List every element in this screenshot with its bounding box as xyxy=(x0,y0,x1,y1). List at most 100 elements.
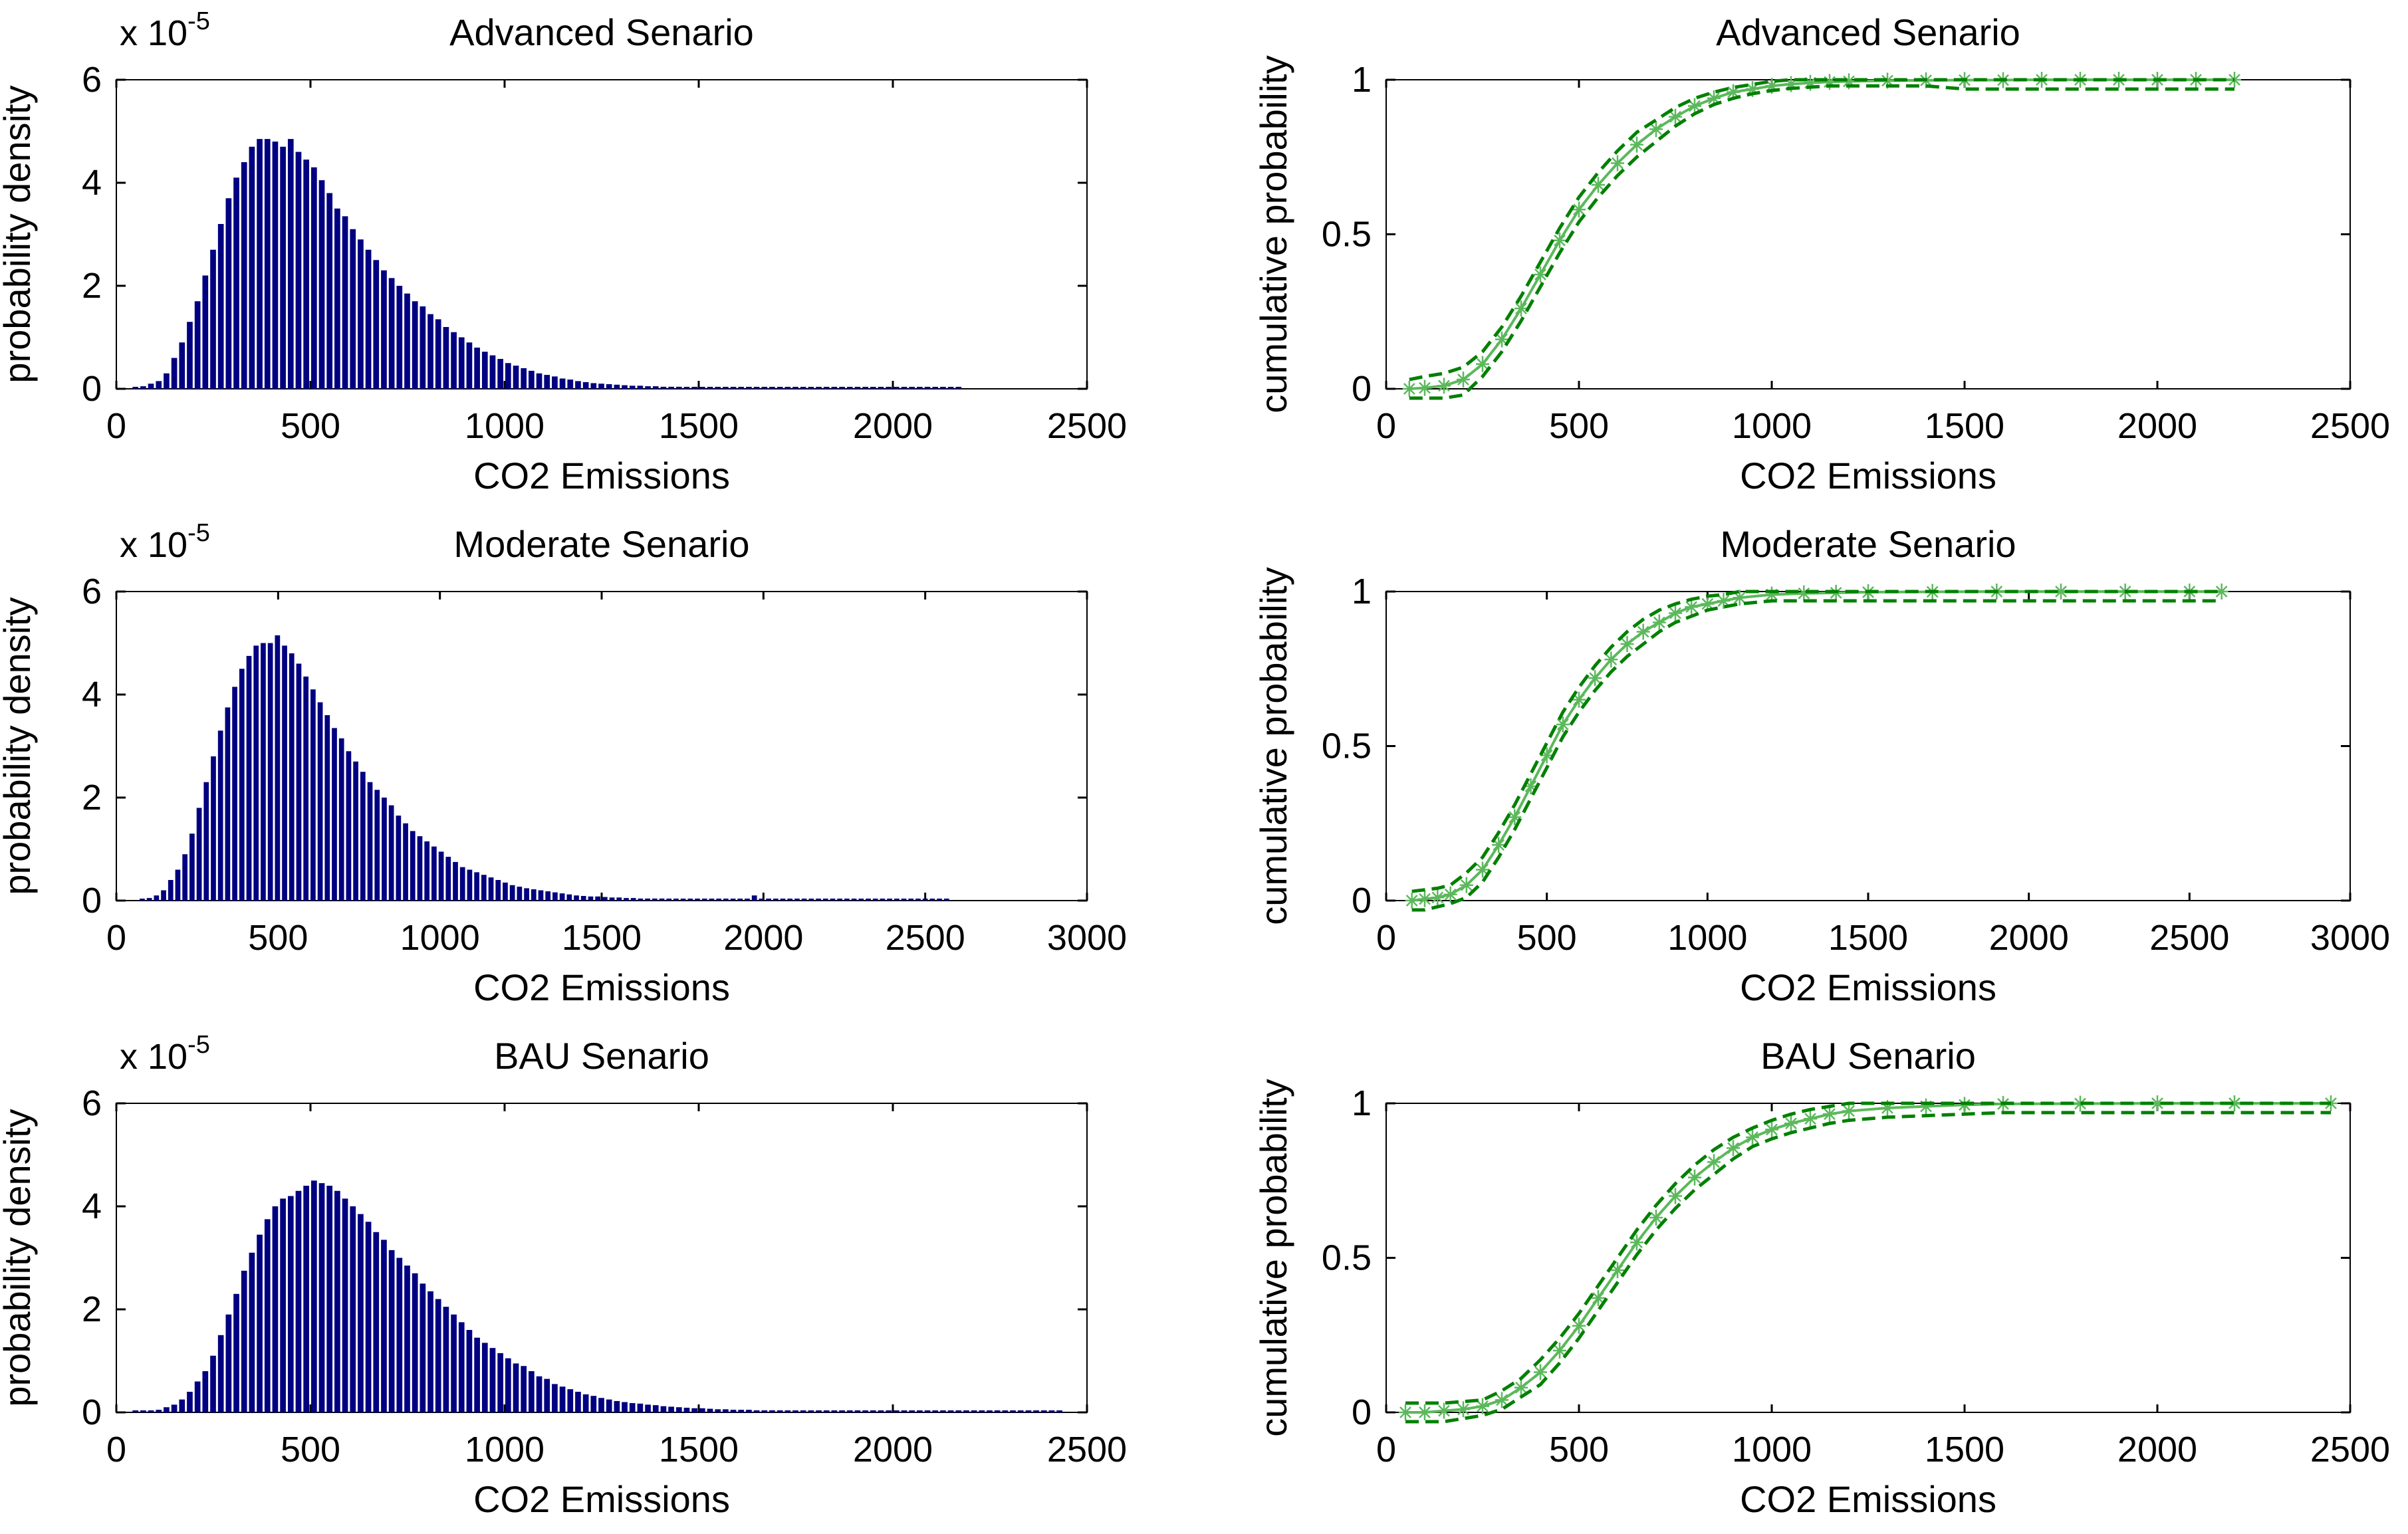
histogram-bar xyxy=(614,1400,620,1412)
histogram-bar xyxy=(233,177,239,389)
histogram-bar xyxy=(880,899,886,901)
histogram-bar xyxy=(878,387,884,389)
x-axis-label: CO2 Emissions xyxy=(1740,966,1996,1008)
cdf-marker xyxy=(1784,76,1798,92)
histogram-bar xyxy=(716,899,722,901)
y-tick-label: 4 xyxy=(82,163,102,203)
histogram-bar xyxy=(241,162,247,389)
cdf-marker xyxy=(1804,74,1817,91)
histogram-bar xyxy=(932,1410,939,1412)
histogram-bar xyxy=(187,1392,193,1412)
histogram-bar xyxy=(225,707,231,901)
histogram-bar xyxy=(715,1409,721,1412)
pdf-bau-panel: BAU Senario 0 500 1000 1500 2000 2500 0 2 4 6 CO2 E… xyxy=(0,1031,1127,1520)
cdf-marker xyxy=(2054,584,2068,600)
cdf-marker xyxy=(1476,356,1489,372)
histogram-bar xyxy=(777,1410,783,1412)
histogram-bar xyxy=(453,861,458,901)
histogram-bar xyxy=(412,1273,418,1412)
histogram-bar xyxy=(505,1358,511,1412)
x-tick-label: 2000 xyxy=(853,1430,933,1470)
x-axis-label: CO2 Emissions xyxy=(473,966,730,1008)
histogram-bar xyxy=(272,1206,279,1412)
histogram-bar xyxy=(777,387,783,389)
histogram-bar xyxy=(937,899,942,901)
histogram-bar xyxy=(609,897,615,901)
histogram-bar xyxy=(261,643,266,901)
histogram-bar xyxy=(769,1410,775,1412)
histogram-bar xyxy=(622,1402,628,1412)
cdf-marker xyxy=(1765,78,1778,94)
histogram-bar xyxy=(225,198,232,389)
histogram-bar xyxy=(552,376,558,389)
cdf-moderate-panel: Moderate Senario 0 500 1000 1500 2000 2500 3000… xyxy=(1253,523,2390,1008)
histogram-bar xyxy=(358,239,364,389)
cdf-marker xyxy=(1842,1103,1856,1119)
histogram-bar xyxy=(707,387,713,389)
histogram-bar xyxy=(769,387,775,389)
histogram-bar xyxy=(687,899,693,901)
x-tick-label: 2000 xyxy=(1989,918,2069,958)
histogram-bar xyxy=(588,896,594,901)
histogram-bar xyxy=(566,894,572,901)
histogram-bar xyxy=(264,1219,271,1412)
x-tick-label: 1500 xyxy=(659,1430,739,1470)
histogram-bar xyxy=(161,890,166,901)
histogram-bar xyxy=(675,386,682,389)
histogram-bar xyxy=(862,387,868,389)
histogram-bar xyxy=(831,1410,838,1412)
histogram-bar xyxy=(388,1250,395,1412)
x-tick-label: 2500 xyxy=(886,918,965,958)
x-tick-label: 500 xyxy=(1549,406,1609,446)
histogram-bar xyxy=(971,1410,977,1412)
histogram-bar xyxy=(360,772,366,901)
histogram-bar xyxy=(622,385,628,389)
histogram-bar xyxy=(715,387,721,389)
histogram-bar xyxy=(940,387,946,389)
histogram-bar xyxy=(598,1398,604,1412)
histogram-bar xyxy=(1017,1410,1024,1412)
histogram-bar xyxy=(146,898,152,901)
histogram-bar xyxy=(590,1396,597,1412)
chart-title: Advanced Senario xyxy=(449,11,754,53)
cdf-marker xyxy=(1649,121,1663,138)
histogram-bar xyxy=(590,383,597,389)
histogram-bar xyxy=(148,1410,154,1412)
histogram-bar xyxy=(524,888,529,901)
histogram-bar xyxy=(808,1410,814,1412)
histogram-bar xyxy=(443,1307,449,1412)
histogram-bar xyxy=(801,899,807,901)
histogram-bar xyxy=(652,386,659,389)
cdf-marker xyxy=(1784,1115,1798,1132)
x-tick-label: 1000 xyxy=(1732,1430,1812,1470)
histogram-bar xyxy=(816,899,821,901)
x-tick-label: 0 xyxy=(106,406,126,446)
histogram-bar xyxy=(280,146,286,389)
cdf-marker xyxy=(1707,90,1721,106)
histogram-bar xyxy=(673,899,679,901)
x-tick-label: 1000 xyxy=(400,918,480,958)
cdf-marker xyxy=(1765,586,1778,603)
cdf-marker xyxy=(1592,177,1605,193)
histogram-bar xyxy=(886,387,892,389)
cdf-marker xyxy=(1457,1401,1470,1418)
y-multiplier: x 10-5 xyxy=(120,519,210,565)
x-tick-label: 1500 xyxy=(1925,1430,2004,1470)
histogram-bar xyxy=(211,756,216,901)
cdf-marker xyxy=(1804,1111,1817,1127)
histogram-bar xyxy=(723,899,729,901)
cdf-line xyxy=(1409,84,2234,400)
histogram-bar xyxy=(311,167,317,389)
histogram-bar xyxy=(303,676,309,901)
histogram-bar xyxy=(466,1330,473,1412)
histogram-bar xyxy=(660,386,667,389)
histogram-bar xyxy=(513,1363,519,1412)
histogram-bar xyxy=(342,1198,348,1412)
histogram-bar xyxy=(239,669,245,901)
cdf-marker xyxy=(1508,809,1522,825)
histogram-bar xyxy=(132,1410,139,1412)
histogram-bar xyxy=(217,224,224,389)
histogram-bar xyxy=(257,139,263,389)
histogram-bar xyxy=(481,1343,488,1412)
